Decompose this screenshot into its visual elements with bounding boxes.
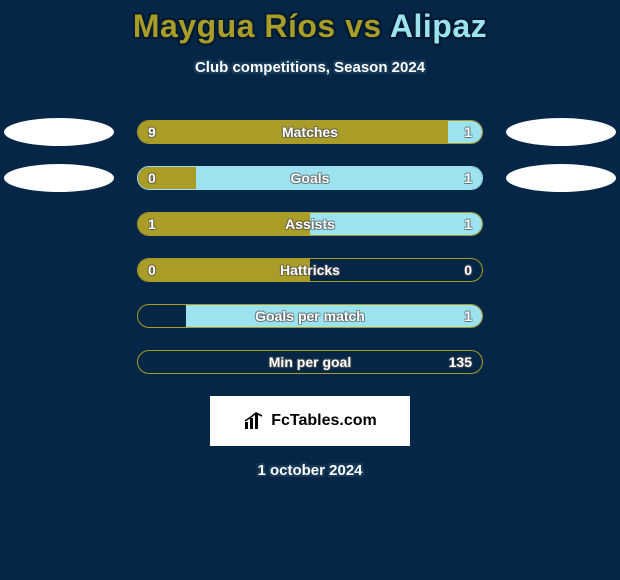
stat-row: Min per goal 135 (0, 350, 620, 374)
team-badge-b (506, 164, 616, 192)
stat-value-b: 1 (464, 124, 472, 140)
stat-bar-fill-b (196, 167, 482, 189)
stat-bar: 9 Matches 1 (137, 120, 483, 144)
title-player-a: Maygua Ríos (133, 8, 336, 44)
stat-label: Matches (282, 124, 338, 140)
subtitle: Club competitions, Season 2024 (0, 59, 620, 76)
stat-value-a: 0 (148, 262, 156, 278)
source-badge: FcTables.com (210, 396, 410, 446)
stat-bar: 0 Hattricks 0 (137, 258, 483, 282)
stat-bar: Min per goal 135 (137, 350, 483, 374)
stat-value-b: 1 (464, 216, 472, 232)
stat-label: Goals per match (255, 308, 365, 324)
stat-bar: 0 Goals 1 (137, 166, 483, 190)
chart-icon (243, 411, 265, 431)
stat-row: 0 Hattricks 0 (0, 258, 620, 282)
stat-value-a: 0 (148, 170, 156, 186)
stat-row: 1 Assists 1 (0, 212, 620, 236)
stat-row: Goals per match 1 (0, 304, 620, 328)
stat-value-a: 9 (148, 124, 156, 140)
stat-value-b: 1 (464, 308, 472, 324)
comparison-infographic: Maygua Ríos vs Alipaz Club competitions,… (0, 0, 620, 580)
stat-value-b: 1 (464, 170, 472, 186)
stat-bar: Goals per match 1 (137, 304, 483, 328)
stat-bar: 1 Assists 1 (137, 212, 483, 236)
stat-row: 9 Matches 1 (0, 120, 620, 144)
title-vs: vs (336, 8, 390, 44)
stat-label: Goals (291, 170, 330, 186)
title-player-b: Alipaz (390, 8, 487, 44)
source-badge-text: FcTables.com (271, 412, 377, 430)
stat-rows: 9 Matches 1 0 Goals 1 1 Assists 1 0 Hattricks 0 Goal… (0, 120, 620, 374)
page-title: Maygua Ríos vs Alipaz (0, 0, 620, 45)
team-badge-b (506, 118, 616, 146)
stat-label: Assists (285, 216, 335, 232)
team-badge-a (4, 164, 114, 192)
stat-row: 0 Goals 1 (0, 166, 620, 190)
date-text: 1 october 2024 (0, 462, 620, 479)
stat-label: Hattricks (280, 262, 340, 278)
stat-bar-fill-a (138, 167, 196, 189)
stat-value-a: 1 (148, 216, 156, 232)
team-badge-a (4, 118, 114, 146)
stat-value-b: 135 (449, 354, 472, 370)
stat-value-b: 0 (464, 262, 472, 278)
stat-bar-fill-b (310, 213, 482, 235)
stat-label: Min per goal (269, 354, 351, 370)
